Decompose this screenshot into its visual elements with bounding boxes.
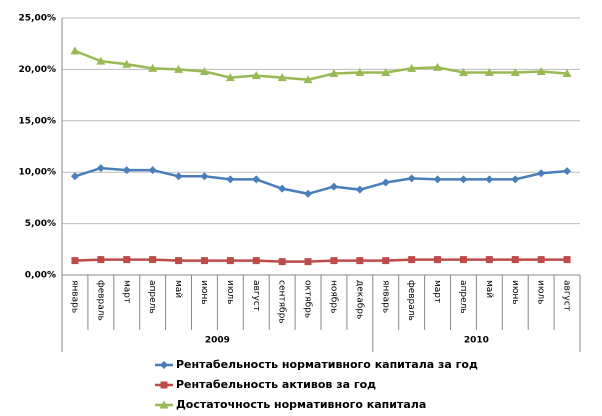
series-line [74,166,568,196]
marker [459,256,467,264]
x-tick-label: июнь [199,280,209,305]
marker [329,69,339,78]
marker [382,257,390,265]
x-tick-label: ноябрь [328,280,338,313]
marker [536,66,546,75]
marker [71,257,79,265]
marker [356,257,364,265]
marker [537,256,545,264]
marker [159,400,169,409]
marker [303,75,313,84]
marker [511,256,519,264]
marker [174,172,183,181]
marker [123,256,131,264]
marker [175,257,183,265]
marker [70,172,79,181]
x-tick-label: октябрь [303,280,313,318]
marker [148,166,157,175]
x-tick-label: сентябрь [277,280,287,324]
marker [485,175,494,184]
marker [459,175,468,184]
marker [122,59,132,68]
marker [70,46,80,55]
marker [563,256,571,264]
marker [149,256,157,264]
group-label: 2010 [464,336,489,346]
marker [381,67,391,76]
x-tick-label: март [432,280,442,303]
marker [511,175,520,184]
marker [148,63,158,72]
x-tick-label: август [562,280,572,311]
marker [355,185,364,194]
marker [408,256,416,264]
marker [329,182,338,191]
marker [200,257,208,265]
marker [226,175,235,184]
y-tick-label: 10,00% [19,168,57,178]
marker [96,164,105,173]
series-line [74,49,568,81]
marker [278,184,287,193]
y-tick-label: 25,00% [19,14,57,24]
marker [484,67,494,76]
marker [381,178,390,187]
x-tick-label: август [251,280,261,311]
x-tick-label: апрель [458,280,468,314]
marker [96,56,106,65]
x-tick-label: январь [380,280,390,313]
marker [200,172,209,181]
x-tick-label: январь [69,280,79,313]
marker [562,69,572,78]
marker [251,71,261,80]
legend-label: Рентабельность нормативного капитала за … [176,358,478,371]
y-tick-label: 0,00% [25,271,56,281]
marker [563,167,572,176]
marker [355,67,365,76]
marker [160,381,168,389]
x-tick-label: май [173,280,183,298]
legend-label: Рентабельность активов за год [176,378,376,391]
x-tick-label: февраль [406,280,416,321]
x-tick-label: июнь [510,280,520,305]
marker [434,256,442,264]
marker [252,257,260,265]
marker [304,258,312,266]
marker [122,166,131,175]
marker [433,175,442,184]
x-tick-label: март [121,280,131,303]
x-tick-label: июль [225,280,235,304]
y-tick-label: 5,00% [25,219,56,229]
marker [277,73,287,82]
marker [510,67,520,76]
y-tick-label: 15,00% [19,116,57,126]
x-tick-label: май [484,280,494,298]
marker [330,257,338,265]
x-tick-label: апрель [147,280,157,314]
marker [199,66,209,75]
marker [252,175,261,184]
marker [226,257,234,265]
x-tick-label: декабрь [354,280,364,319]
x-tick-label: июль [536,280,546,304]
marker [278,258,286,266]
series-line [74,258,568,263]
marker [407,63,417,72]
legend-label: Достаточность нормативного капитала [176,398,426,411]
marker [485,256,493,264]
y-tick-label: 20,00% [19,65,57,75]
marker [537,169,546,178]
x-tick-label: февраль [95,280,105,321]
marker [458,67,468,76]
marker [304,189,313,198]
marker [174,64,184,73]
marker [160,361,168,369]
marker [407,174,416,183]
marker [97,256,105,264]
group-label: 2009 [205,336,230,346]
marker [433,62,443,71]
marker [225,73,235,82]
